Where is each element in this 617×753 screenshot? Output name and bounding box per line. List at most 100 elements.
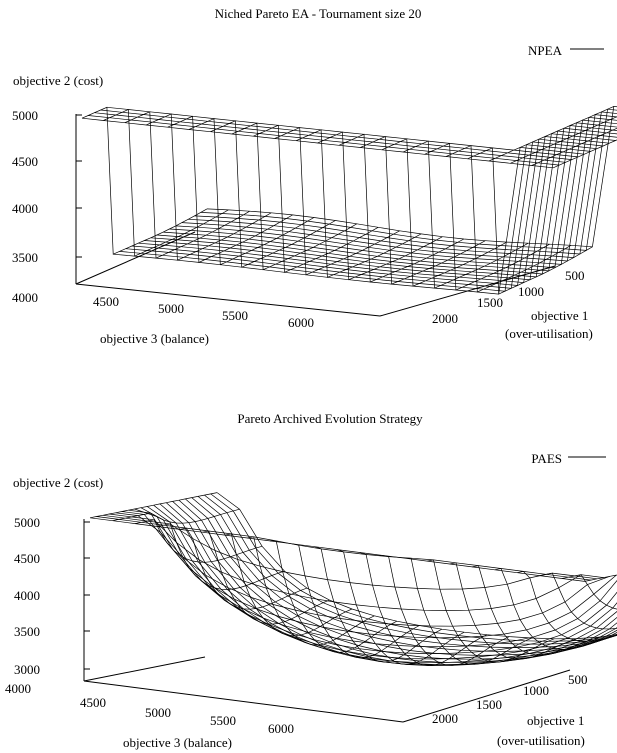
surface-mesh-row <box>128 509 617 648</box>
chart-title: Pareto Archived Evolution Strategy <box>237 411 423 426</box>
paes-surface-svg: Pareto Archived Evolution Strategy PAES … <box>5 411 617 750</box>
surface-mesh-column <box>539 572 617 630</box>
surface-mesh-column <box>89 492 218 519</box>
surface-mesh-column <box>360 136 486 285</box>
z-axis-label: objective 2 (cost) <box>13 475 103 490</box>
surface-mesh-column <box>317 131 443 281</box>
surface-mesh-column <box>134 519 263 563</box>
surface-mesh-column <box>472 565 600 656</box>
surface-mesh-column <box>253 124 379 273</box>
npea-surface-plot: Niched Pareto EA - Tournament size 20 NP… <box>0 0 617 376</box>
surface-mesh-column <box>445 145 572 293</box>
x-axis-line <box>83 680 404 723</box>
surface-mesh-column <box>103 108 229 257</box>
surface-mesh-column <box>295 129 422 278</box>
legend-label: NPEA <box>528 43 563 58</box>
x-axis-label: objective 3 (balance) <box>100 331 209 346</box>
surface-mesh-column <box>403 140 529 289</box>
y-axis-label-line2: (over-utilisation) <box>505 326 593 341</box>
surface-mesh-column <box>337 549 465 665</box>
surface-mesh-column <box>188 118 315 266</box>
paes-surface-plot: Pareto Archived Evolution Strategy PAES … <box>0 377 617 753</box>
x-axis-line <box>75 283 381 317</box>
z-tick-label: 4500 <box>14 551 40 566</box>
x-tick-label: 4000 <box>5 681 31 696</box>
surface-mesh-row <box>150 130 617 278</box>
surface-mesh-column <box>427 559 555 663</box>
surface-mesh-row <box>166 502 617 665</box>
z-tick-label: 4000 <box>14 588 40 603</box>
surface-mesh-row <box>89 517 585 582</box>
surface-mesh-column <box>167 115 293 263</box>
y-tick-label: 1500 <box>476 697 502 712</box>
x-tick-label: 5000 <box>145 705 171 720</box>
surface-mesh-column <box>494 568 617 650</box>
base-diagonal-line <box>83 656 206 682</box>
surface-mesh-column <box>179 527 308 610</box>
surface-mesh-column <box>274 127 400 276</box>
surface-mesh-column <box>553 139 617 169</box>
surface-mesh-column <box>488 106 614 162</box>
y-tick-label: 2000 <box>432 311 458 326</box>
z-tick-label: 3500 <box>12 250 38 265</box>
surface-mesh-column <box>247 536 375 646</box>
surface-mesh-column <box>584 574 617 582</box>
x-tick-label: 5000 <box>158 301 184 316</box>
y-axis-label-line1: objective 1 <box>527 713 584 728</box>
base-diagonal-line <box>75 231 196 285</box>
z-tick-label: 3500 <box>14 624 40 639</box>
surface-mesh-column <box>467 147 593 295</box>
surface-mesh-column <box>269 540 398 653</box>
y-axis-line <box>402 669 571 723</box>
y-tick-label: 1000 <box>523 683 549 698</box>
y-tick-label: 1500 <box>477 295 503 310</box>
chart-title: Niched Pareto EA - Tournament size 20 <box>215 6 422 21</box>
surface-mesh-column <box>292 543 420 659</box>
surface-mesh-column <box>112 508 240 524</box>
surface-mesh-column <box>202 530 330 625</box>
y-tick-label: 500 <box>565 268 585 283</box>
x-tick-label: 5500 <box>210 713 236 728</box>
surface-mesh-column <box>338 133 465 283</box>
legend-label: PAES <box>531 451 562 466</box>
surface-mesh-column <box>381 138 507 287</box>
surface-mesh-column <box>314 546 443 663</box>
surface-mesh-column <box>359 552 487 666</box>
z-tick-label: 3000 <box>14 662 40 677</box>
surface-mesh-column <box>231 122 357 271</box>
surface-mesh-column <box>81 106 208 255</box>
surface-mesh-row <box>102 514 598 590</box>
y-tick-label: 1000 <box>518 284 544 299</box>
z-tick-label: 4500 <box>12 154 38 169</box>
surface-mesh-row <box>140 507 617 660</box>
y-axis-label-line2: (over-utilisation) <box>497 733 585 748</box>
x-tick-label: 6000 <box>268 721 294 736</box>
z-tick-label: 4000 <box>12 201 38 216</box>
surface-mesh-column <box>382 555 510 666</box>
surface-mesh-column <box>124 111 250 259</box>
surface-mesh-column <box>517 571 617 642</box>
surface-mesh-column <box>404 557 532 665</box>
surface-mesh-column <box>210 120 336 268</box>
npea-surface-svg: Niched Pareto EA - Tournament size 20 NP… <box>12 6 617 346</box>
x-axis-label: objective 3 (balance) <box>123 735 232 750</box>
surface-mesh-column <box>224 533 353 637</box>
z-tick-label: 5000 <box>12 108 38 123</box>
z-tick-label: 5000 <box>14 515 40 530</box>
x-tick-label: 4000 <box>12 290 38 305</box>
z-axis-label: objective 2 (cost) <box>13 73 103 88</box>
surface-mesh-row <box>178 499 617 660</box>
y-axis-label-line1: objective 1 <box>531 308 588 323</box>
x-tick-label: 4500 <box>80 695 106 710</box>
surface-mesh-column <box>424 142 550 291</box>
x-tick-label: 5500 <box>222 308 248 323</box>
surface-mesh-column <box>531 127 617 166</box>
surface-mesh-column <box>449 562 577 660</box>
surface-mesh-column <box>561 574 617 610</box>
surface-mesh-column <box>510 116 617 164</box>
x-tick-label: 4500 <box>93 294 119 309</box>
x-tick-label: 6000 <box>288 315 314 330</box>
surface-mesh-column <box>146 113 272 261</box>
y-tick-label: 500 <box>568 672 588 687</box>
y-tick-label: 2000 <box>432 711 458 726</box>
